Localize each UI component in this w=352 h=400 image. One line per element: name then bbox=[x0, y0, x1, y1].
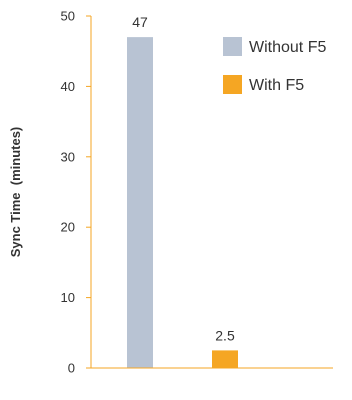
y-tick-label: 0 bbox=[68, 361, 75, 376]
y-tick-label: 10 bbox=[61, 290, 75, 305]
legend-swatch bbox=[223, 75, 242, 94]
y-axis-ticks: 0 10 20 30 40 50 bbox=[61, 9, 91, 376]
legend-label: Without F5 bbox=[249, 39, 326, 56]
value-labels: 472.5 bbox=[132, 14, 235, 343]
bar-value-label: 47 bbox=[132, 14, 148, 30]
y-tick-label: 30 bbox=[61, 149, 75, 164]
bar-without-f5 bbox=[127, 37, 153, 369]
y-axis-title: Sync Time (minutes) bbox=[8, 127, 23, 258]
legend-swatch bbox=[223, 37, 242, 56]
bars bbox=[127, 37, 238, 369]
legend: Without F5 With F5 bbox=[223, 37, 326, 94]
y-tick-label: 20 bbox=[61, 220, 75, 235]
bar-with-f5 bbox=[212, 350, 238, 368]
y-tick-label: 50 bbox=[61, 9, 75, 24]
y-tick-label: 40 bbox=[61, 79, 75, 94]
legend-label: With F5 bbox=[249, 77, 304, 94]
bar-value-label: 2.5 bbox=[215, 327, 235, 343]
